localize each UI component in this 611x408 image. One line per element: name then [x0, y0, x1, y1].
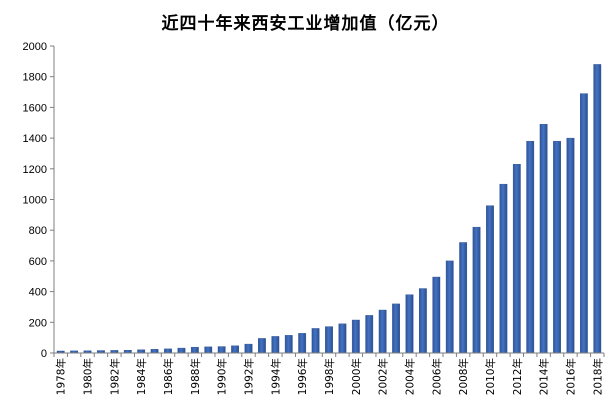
bar-1992年 — [244, 343, 253, 354]
x-tick-label: 1982年 — [108, 358, 121, 395]
x-tick-label: 1986年 — [162, 358, 175, 395]
bar-2002年 — [378, 309, 387, 354]
y-tick-label: 400 — [29, 287, 47, 299]
x-tick-label: 2002年 — [377, 358, 390, 395]
y-tick-label: 1400 — [23, 133, 47, 145]
bar-2012年 — [512, 163, 521, 354]
bar-1986年 — [164, 348, 172, 354]
x-tick-label: 2006年 — [430, 358, 443, 395]
x-axis: 1978年 1980年 1982年 1984年 1986年 1988年 1990年 1992年… — [53, 352, 605, 395]
x-tick-label: 2000年 — [350, 358, 363, 395]
x-tick-label: 2004年 — [403, 358, 416, 395]
bar-2007年 — [445, 260, 454, 354]
y-tick-label: 800 — [29, 225, 47, 237]
y-tick-label: 1600 — [23, 102, 47, 114]
x-tick-label: 2014年 — [538, 358, 551, 395]
bar-1988年 — [190, 346, 199, 354]
bar-1996年 — [298, 333, 307, 354]
bar-1997年 — [311, 328, 320, 354]
bar-2006年 — [432, 276, 441, 354]
x-tick-label: 2010年 — [484, 358, 497, 395]
bar-2001年 — [365, 315, 374, 354]
bar-1987年 — [177, 347, 186, 354]
bar-1989年 — [204, 346, 213, 354]
x-tick-label: 1998年 — [323, 358, 336, 395]
bar-2008年 — [459, 242, 468, 354]
bar-1999年 — [338, 323, 347, 354]
bar-1990年 — [217, 346, 226, 354]
bar-2004年 — [405, 294, 414, 354]
y-tick-label: 2000 — [23, 41, 47, 53]
bar-2014年 — [539, 124, 548, 354]
x-tick-label: 1980年 — [82, 358, 95, 395]
y-axis: 0 200 400 600 800 1000 1200 1400 1600 1800 2000 — [23, 41, 55, 360]
bar-1995年 — [284, 335, 293, 354]
bar-1994年 — [271, 336, 280, 354]
bar-2013年 — [526, 140, 535, 354]
bar-2005年 — [419, 288, 427, 354]
bar-1993年 — [258, 338, 266, 354]
bars — [56, 64, 602, 354]
bar-2017年 — [579, 93, 588, 354]
x-tick-label: 1978年 — [55, 358, 68, 395]
x-tick-label: 2012年 — [511, 358, 524, 395]
x-tick-label: 1984年 — [135, 358, 148, 395]
bar-2015年 — [553, 140, 561, 354]
x-tick-label: 2008年 — [457, 358, 470, 395]
bar-2003年 — [392, 303, 400, 354]
bar-1985年 — [150, 349, 159, 354]
bar-2000年 — [351, 319, 360, 354]
chart-title: 近四十年来西安工业增加值（亿元） — [161, 14, 450, 34]
bar-2010年 — [486, 205, 494, 354]
x-tick-label: 1988年 — [189, 358, 202, 395]
y-tick-label: 0 — [41, 348, 47, 360]
bar-2016年 — [566, 137, 575, 354]
bar-1998年 — [325, 326, 333, 354]
bar-1991年 — [231, 345, 239, 354]
x-tick-label: 2018年 — [591, 358, 604, 395]
bar-2018年 — [593, 64, 602, 354]
x-tick-label: 1990年 — [216, 358, 229, 395]
bar-2009年 — [472, 226, 481, 354]
y-tick-label: 200 — [29, 317, 47, 329]
y-tick-label: 1200 — [23, 164, 47, 176]
x-tick-label: 1996年 — [296, 358, 309, 395]
x-tick-label: 1992年 — [243, 358, 256, 395]
x-tick-label: 2016年 — [564, 358, 577, 395]
y-tick-label: 1800 — [23, 72, 47, 84]
x-tick-label: 1994年 — [269, 358, 282, 395]
y-tick-label: 600 — [29, 256, 47, 268]
y-tick-label: 1000 — [23, 195, 47, 207]
bar-2011年 — [499, 183, 508, 354]
